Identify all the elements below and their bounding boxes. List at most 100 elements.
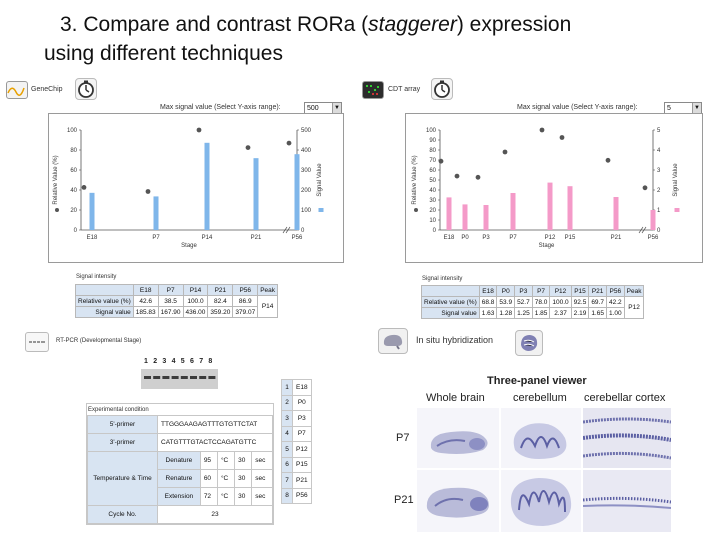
cycle-value: 23 (157, 505, 273, 524)
lane-index: 8 (281, 487, 293, 504)
gene-wave-icon[interactable] (6, 81, 28, 99)
lane-number: 2 (153, 358, 158, 365)
signal-value: 1.00 (605, 307, 625, 319)
step-temp: 95 (199, 451, 218, 470)
brain-icon[interactable] (378, 328, 408, 354)
peak-value: P14 (257, 295, 279, 318)
bar-P3 (483, 205, 489, 230)
y-tick-left: 100 (67, 128, 78, 134)
step-tunit: sec (251, 469, 273, 488)
x-tick-P3: P3 (482, 235, 490, 241)
bar-P56 (294, 154, 300, 230)
stopwatch-icon[interactable] (431, 78, 453, 100)
point-P0 (454, 173, 460, 179)
lane-number: 1 (144, 358, 148, 365)
x-tick-P56: P56 (292, 235, 303, 241)
genechip-chart: 0 20 40 60 80 100 0 100 200 300 400 500 E18 P7 P14 P21 P… (53, 127, 324, 249)
signal-value: 436.00 (182, 306, 209, 318)
axis-break (638, 226, 644, 234)
gel-band (153, 376, 161, 379)
point-E18 (81, 185, 87, 190)
point-P3 (475, 174, 481, 180)
lane-index: 3 (281, 410, 293, 427)
x-tick-P0: P0 (461, 235, 469, 241)
stopwatch-icon[interactable] (75, 78, 97, 100)
y-axis-label-left: Relative Value (%) (53, 155, 59, 204)
cdt-label: CDT array (388, 86, 421, 93)
bar-P14 (204, 142, 210, 230)
relative-value: 100.0 (549, 296, 572, 308)
lane-number: 6 (190, 358, 194, 365)
y-tick-right: 100 (301, 208, 312, 214)
stage-header: E18 (132, 284, 159, 296)
ish-p7-whole-brain[interactable] (417, 408, 499, 468)
step-temp: 60 (199, 469, 218, 488)
point-P21 (605, 157, 611, 163)
signal-value: 1.28 (496, 307, 516, 319)
point-P14 (196, 127, 202, 133)
ish-p21-cerebellum[interactable] (501, 470, 581, 532)
rtpcr-icon[interactable] (25, 332, 49, 352)
ish-p21-cortex[interactable] (582, 470, 672, 532)
blank-header (421, 285, 480, 297)
signal-value: 2.19 (570, 307, 590, 319)
axis-break (282, 226, 288, 234)
ish-p7-cortex[interactable] (582, 408, 672, 468)
y-tick-left: 70 (429, 158, 436, 164)
x-axis-label: Stage (181, 243, 197, 249)
lane-stage: P21 (292, 472, 312, 489)
relative-label: Relative value (%) (421, 296, 480, 308)
stage-header: P14 (182, 284, 209, 296)
point-P7 (145, 189, 151, 194)
condition-box: Experimental condition 5'-primer TTGGGAAG… (86, 403, 274, 525)
array-icon[interactable] (362, 81, 384, 99)
legend-bar (674, 208, 680, 212)
bar-P7 (510, 193, 516, 230)
blank-header (75, 284, 134, 296)
y-tick-left: 80 (70, 148, 77, 154)
bar-E18 (446, 197, 452, 230)
x-tick-P56: P56 (648, 235, 659, 241)
peak-header: Peak (623, 285, 645, 297)
step-tunit: sec (251, 487, 273, 506)
x-axis-label: Stage (539, 243, 555, 249)
peak-header: Peak (257, 284, 279, 296)
signal-value: 2.37 (549, 307, 572, 319)
condition-title: Experimental condition (88, 407, 149, 413)
lane-stage: P56 (292, 487, 312, 504)
step-name: Extension (157, 487, 201, 506)
step-unit: °C (216, 487, 236, 506)
legend-bar (318, 208, 324, 212)
point-P12 (539, 127, 545, 133)
x-tick-P15: P15 (565, 235, 576, 241)
point-E18 (438, 158, 444, 164)
gel-band (208, 376, 216, 379)
primer5-label: 5'-primer (87, 415, 158, 434)
y-tick-left: 100 (426, 128, 437, 134)
gel-band (180, 376, 188, 379)
relative-value: 68.8 (478, 296, 498, 308)
bar-P56 (650, 210, 656, 230)
lane-stage: P7 (292, 425, 312, 442)
lane-stage: E18 (292, 379, 312, 396)
y-tick-left: 40 (429, 188, 436, 194)
stage-header: P7 (157, 284, 184, 296)
lane-number: 3 (162, 358, 167, 365)
genechip-label: GeneChip (31, 86, 63, 93)
cdt-yrange-select[interactable]: 5 ▼ (664, 102, 702, 114)
relative-value: 42.6 (132, 295, 159, 307)
lane-index: 1 (281, 379, 293, 396)
x-tick-P14: P14 (202, 235, 213, 241)
relative-label: Relative value (%) (75, 295, 134, 307)
y-tick-left: 0 (74, 228, 78, 234)
y-tick-left: 60 (429, 168, 436, 174)
ish-p7-cerebellum[interactable] (501, 408, 581, 468)
chevron-down-icon: ▼ (692, 103, 701, 113)
y-tick-right: 0 (301, 228, 305, 234)
genechip-select-label: Max signal value (Select Y-axis range): (160, 104, 281, 111)
cerebellum-icon[interactable] (515, 330, 543, 356)
gel-band (171, 376, 179, 379)
signal-value: 379.07 (232, 306, 259, 318)
lane-number: 7 (199, 358, 204, 365)
ish-p21-whole-brain[interactable] (417, 470, 499, 532)
